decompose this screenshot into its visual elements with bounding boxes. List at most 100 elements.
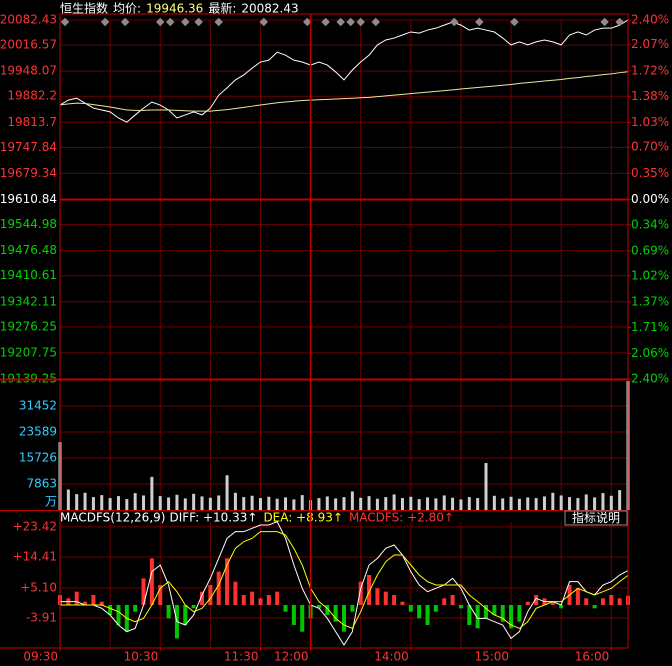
y2-tick-label: 0.00%: [631, 192, 669, 206]
volume-bar: [400, 498, 404, 510]
y-tick-label: +14.41: [13, 549, 57, 563]
macd-bar: [450, 595, 455, 605]
volume-bar: [83, 492, 87, 510]
y-tick-label: 31452: [19, 399, 57, 413]
macd-bar: [417, 605, 422, 619]
legend-entry: DEA: +8.93↑: [263, 511, 343, 525]
volume-bar: [375, 498, 379, 510]
y-tick-label: 20082.43: [0, 13, 57, 27]
line: [60, 531, 629, 629]
volume-bar: [459, 499, 463, 510]
macd-bar: [400, 601, 405, 605]
macd-bar: [408, 605, 413, 612]
volume-bar: [334, 498, 338, 510]
macd-bar: [300, 605, 305, 632]
event-marker: [336, 17, 345, 27]
volume-bar: [618, 490, 622, 510]
macd-bar: [492, 605, 497, 615]
macd-bar: [509, 605, 514, 629]
volume-bar: [250, 495, 254, 510]
help-button[interactable]: [564, 510, 628, 526]
volume-bar: [217, 495, 221, 510]
macd-bar: [383, 591, 388, 605]
y2-tick-label: 2.40%: [631, 372, 669, 386]
volume-bar: [509, 496, 513, 510]
y-tick-label: 19948.07: [0, 64, 57, 78]
y2-tick-label: 1.38%: [631, 89, 669, 103]
y2-tick-label: 0.34%: [631, 217, 669, 231]
macd-bar: [342, 605, 346, 632]
volume-bar: [325, 496, 329, 510]
x-tick-label: 15:00: [474, 650, 509, 664]
macd-bar: [525, 601, 530, 605]
volume-bar: [167, 497, 171, 510]
volume-bar: [593, 497, 597, 510]
volume-bar: [200, 496, 204, 510]
volume-bar: [601, 493, 605, 510]
macd-bar: [350, 605, 355, 612]
volume-bar: [317, 498, 321, 510]
macd-bar: [458, 605, 463, 609]
macd-bar: [550, 601, 555, 605]
volume-bar: [451, 497, 455, 510]
volume-bar: [526, 497, 530, 510]
volume-bar: [384, 497, 388, 510]
macd-bar: [358, 581, 363, 605]
volume-bar: [233, 492, 237, 510]
volume-bar: [551, 492, 555, 510]
macd-bar: [208, 585, 213, 605]
volume-bar: [342, 497, 346, 510]
volume-bar: [426, 497, 430, 510]
y2-tick-label: 2.40%: [631, 13, 669, 27]
x-tick-label: 16:00: [575, 650, 610, 664]
volume-bar: [292, 499, 296, 510]
volume-bar: [467, 497, 471, 510]
volume-bar: [192, 493, 196, 510]
macd-bar: [375, 588, 380, 605]
x-tick-label: 09:30: [23, 650, 58, 664]
volume-bar: [242, 497, 246, 510]
volume-bar: [568, 497, 572, 510]
y-tick-label: 15726: [19, 451, 57, 465]
macd-bar: [433, 605, 438, 612]
y2-tick-label: 1.72%: [631, 63, 669, 77]
macd-bar: [216, 571, 221, 605]
y-tick-label: 19544.98: [0, 217, 57, 231]
macd-bar: [241, 595, 246, 605]
y-tick-label: 19882.2: [7, 89, 57, 103]
volume-bar: [108, 498, 112, 510]
y-tick-label: 20016.57: [0, 38, 57, 52]
macd-bar: [258, 598, 263, 605]
macd-bar: [133, 605, 138, 612]
macd-bar: [617, 598, 622, 605]
y2-tick-label: 0.69%: [631, 244, 669, 258]
legend-entry: DIFF: +10.33↑: [169, 511, 257, 525]
help-button-label[interactable]: 指标说明: [572, 510, 620, 525]
macd-bar: [367, 575, 372, 605]
volume-bar: [150, 476, 154, 510]
macd-bar: [291, 605, 296, 625]
y-tick-label: +5.10: [20, 581, 57, 595]
volume-bar: [225, 475, 229, 510]
volume-bar: [91, 497, 95, 510]
event-marker: [303, 17, 312, 27]
volume-bar: [367, 496, 371, 510]
volume-bar: [133, 493, 137, 510]
macd-bar: [500, 605, 505, 622]
volume-bar: [284, 497, 288, 510]
event-marker: [510, 17, 519, 27]
volume-bar: [258, 498, 262, 510]
macd-bar: [116, 605, 121, 625]
y2-tick-label: 0.70%: [631, 140, 669, 154]
macd-bar: [74, 591, 79, 605]
volume-bar: [275, 498, 279, 510]
volume-bar: [208, 497, 212, 510]
volume-bar: [434, 498, 438, 510]
macd-bar: [200, 591, 204, 605]
y-tick-label: 19410.61: [0, 268, 57, 282]
line: [59, 71, 629, 112]
macd-bar: [158, 585, 163, 605]
macd-bar: [392, 595, 397, 605]
macd-bar: [609, 595, 614, 605]
